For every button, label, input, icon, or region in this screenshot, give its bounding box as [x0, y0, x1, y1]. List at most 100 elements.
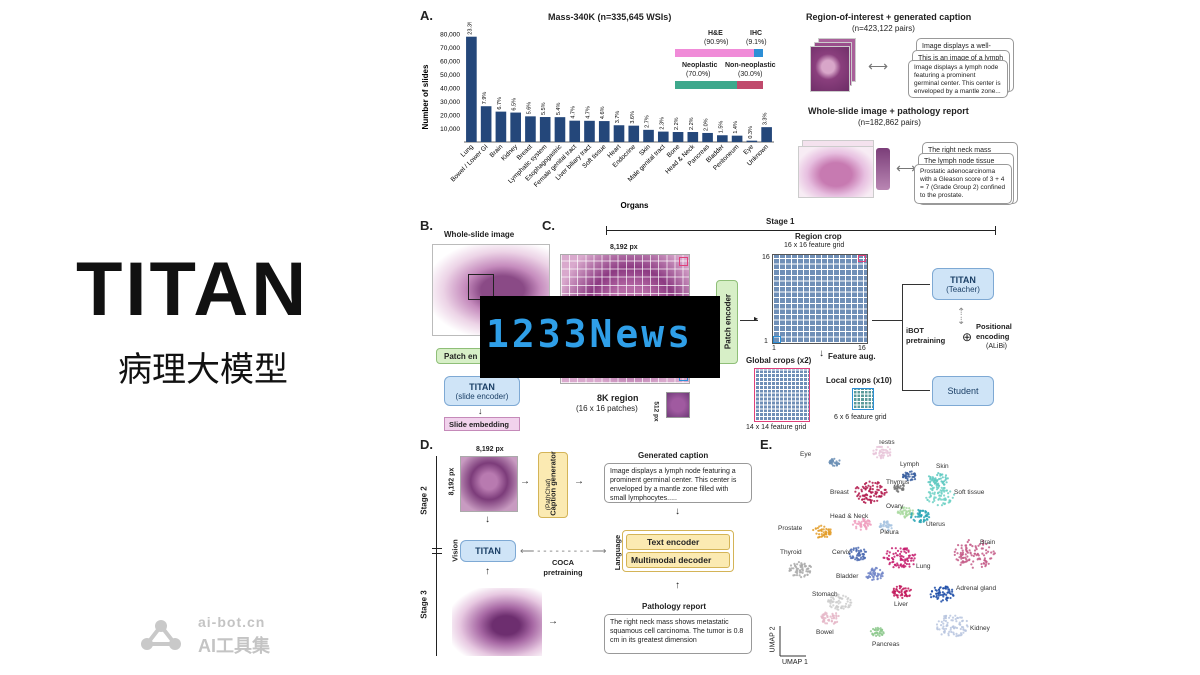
- umap-point: [823, 619, 826, 622]
- umap-point: [935, 623, 939, 626]
- umap-point: [846, 600, 849, 603]
- region-crop-title: Region crop: [795, 232, 842, 241]
- titan-teacher: TITAN (Teacher): [932, 268, 994, 300]
- d-px-top: 8,192 px: [476, 446, 504, 453]
- patch-encoder-b: Patch en: [436, 348, 486, 364]
- bar: [584, 120, 595, 142]
- umap-point: [830, 458, 834, 461]
- umap-point: [943, 494, 946, 497]
- umap-point: [972, 554, 975, 558]
- umap-point: [929, 475, 932, 479]
- umap-point: [903, 560, 906, 563]
- plus-circle-icon: ⊕: [962, 330, 973, 344]
- umap-point: [834, 595, 838, 598]
- umap-point: [895, 585, 898, 588]
- umap-point: [855, 549, 858, 552]
- d-px-side: 8,192 px: [448, 467, 456, 496]
- umap-point: [954, 548, 957, 551]
- umap-point: [945, 614, 948, 617]
- arrow-down-c: ↓: [819, 348, 824, 359]
- umap-point: [949, 490, 952, 493]
- umap-point: [803, 574, 807, 577]
- umap-point: [837, 599, 840, 602]
- umap-point: [833, 457, 836, 460]
- panel-e-letter: E.: [760, 437, 773, 452]
- caption-arrow: →: [574, 476, 584, 487]
- umap-point: [876, 445, 879, 449]
- umap-point: [860, 488, 863, 491]
- umap-point: [863, 520, 866, 523]
- umap-point: [929, 593, 932, 596]
- umap-point: [860, 556, 863, 559]
- stage1-tick-right: [995, 226, 996, 235]
- umap-point: [868, 572, 871, 575]
- umap-point: [829, 615, 832, 618]
- umap-point: [931, 488, 934, 491]
- umap-point: [935, 484, 938, 487]
- he-bar: [675, 49, 754, 57]
- umap-point: [933, 491, 936, 494]
- y-tick-label: 30,000: [440, 99, 460, 106]
- umap-point: [866, 522, 869, 525]
- umap-point: [899, 484, 902, 488]
- region-sub: (16 x 16 patches): [576, 404, 638, 413]
- umap-point: [992, 550, 995, 553]
- umap-point: [893, 487, 896, 490]
- umap-point: [859, 495, 862, 498]
- umap-point: [941, 591, 944, 594]
- arrow-up-encoder: ↑: [675, 580, 680, 591]
- umap-point: [965, 547, 968, 550]
- bar-data-label: 4.6%: [600, 106, 606, 119]
- umap-point: [888, 453, 892, 456]
- umap-cluster-label: Adrenal gland: [956, 585, 996, 592]
- umap-point: [908, 511, 911, 514]
- umap-point: [906, 559, 909, 563]
- umap-point: [949, 499, 952, 502]
- umap-point: [878, 632, 881, 635]
- watermark: ai-bot.cn AI工具集: [138, 614, 308, 658]
- umap-point: [937, 485, 940, 488]
- umap-point: [908, 565, 911, 568]
- umap-point: [899, 513, 902, 516]
- umap-point: [898, 511, 901, 514]
- umap-point: [817, 529, 820, 532]
- umap-cluster-label: Soft tissue: [954, 489, 985, 496]
- umap-point: [901, 506, 905, 509]
- umap-point: [931, 492, 934, 495]
- umap-point: [940, 620, 943, 623]
- umap-point: [895, 594, 898, 597]
- wsi-report-title: Whole-slide image + pathology report: [808, 106, 969, 116]
- bar-data-label: 3.7%: [615, 111, 621, 124]
- titan-slide-encoder-title: TITAN: [469, 381, 495, 392]
- umap-point: [947, 492, 950, 495]
- umap-point: [906, 557, 909, 560]
- global-crop-grid: [754, 368, 810, 422]
- umap-point: [822, 528, 825, 531]
- local-crop-grid: [852, 388, 874, 410]
- umap-point: [960, 547, 963, 550]
- umap-point: [907, 554, 911, 557]
- umap-point: [945, 599, 949, 602]
- umap-point: [874, 627, 877, 630]
- bar: [702, 132, 713, 142]
- umap-point: [937, 491, 940, 494]
- bar: [495, 111, 507, 142]
- patch-encoder-arrowhead: ▸: [754, 314, 759, 323]
- student-box: Student: [932, 376, 994, 406]
- umap-point: [940, 492, 943, 495]
- umap-point: [932, 497, 936, 501]
- umap-point: [890, 524, 893, 527]
- umap-point: [929, 487, 932, 490]
- umap-point: [901, 596, 904, 599]
- umap-point: [907, 549, 910, 552]
- bar: [687, 132, 699, 142]
- umap-point: [907, 509, 910, 513]
- umap-point: [940, 486, 943, 489]
- umap-point: [914, 515, 917, 518]
- bar-chart: Number of slides 10,000 20,000 30,000 40,000…: [421, 22, 774, 210]
- umap-point: [939, 593, 942, 597]
- umap-point: [858, 492, 861, 495]
- umap-point: [957, 559, 960, 562]
- d-wsi-image: [452, 588, 542, 656]
- bar-data-label: 3.6%: [630, 111, 636, 124]
